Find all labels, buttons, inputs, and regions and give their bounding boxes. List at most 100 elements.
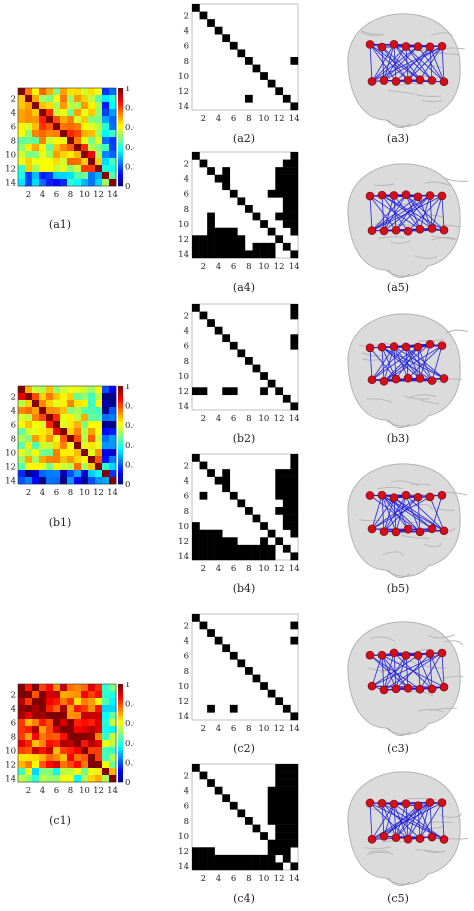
heatmap-cell bbox=[109, 691, 117, 699]
heatmap-cell bbox=[67, 698, 75, 706]
heatmap-cell bbox=[74, 684, 82, 692]
heatmap-cell bbox=[102, 726, 110, 734]
matrix-cell bbox=[282, 205, 291, 213]
heatmap-cell bbox=[67, 137, 75, 145]
heatmap-cell bbox=[81, 130, 89, 138]
heatmap-cell bbox=[102, 172, 110, 180]
matrix-cell bbox=[237, 854, 246, 863]
matrix-cell bbox=[222, 242, 231, 251]
matrix-cell bbox=[290, 205, 299, 213]
colorbar-segment bbox=[118, 701, 123, 704]
network-node bbox=[391, 833, 401, 842]
heatmap-cell bbox=[74, 449, 82, 457]
matrix-cell bbox=[290, 461, 299, 470]
y-tick-label: 14 bbox=[178, 552, 189, 562]
matrix-cell bbox=[199, 491, 208, 500]
heatmap-cell bbox=[109, 435, 117, 443]
heatmap-cell bbox=[95, 144, 103, 152]
matrix-cell bbox=[275, 167, 284, 175]
heatmap-cell bbox=[25, 705, 33, 713]
brain-gyrus bbox=[400, 83, 424, 86]
heatmap-cell bbox=[88, 130, 96, 138]
heatmap-cell bbox=[88, 463, 96, 471]
colorbar-segment bbox=[118, 122, 123, 126]
heatmap-b1: 10.80.60.40.2022446688101012121414 bbox=[4, 382, 138, 512]
matrix-cell bbox=[192, 764, 200, 772]
network-node bbox=[401, 799, 411, 808]
matrix-cell bbox=[267, 809, 276, 818]
caption-c3: (c3) bbox=[387, 742, 409, 755]
colorbar-segment bbox=[118, 410, 123, 414]
network-node bbox=[401, 42, 411, 51]
colorbar-tick-label: 1 bbox=[125, 384, 130, 392]
colorbar-tick-label: 0.8 bbox=[125, 700, 134, 710]
heatmap-cell bbox=[102, 775, 110, 783]
heatmap-cell bbox=[46, 733, 54, 741]
colorbar-tick-label: 0 bbox=[125, 778, 130, 788]
colorbar-segment bbox=[118, 481, 123, 485]
network-node bbox=[377, 490, 387, 500]
colorbar-segment bbox=[118, 181, 123, 184]
network-edge bbox=[431, 195, 443, 229]
y-tick-label: 6 bbox=[184, 342, 189, 352]
heatmap-cell bbox=[67, 144, 75, 152]
colorbar-tick-label: 0.6 bbox=[125, 421, 134, 431]
heatmap-cell bbox=[67, 712, 75, 720]
heatmap-cell bbox=[25, 407, 33, 415]
network-node bbox=[413, 492, 423, 502]
brain-gyrus bbox=[361, 352, 387, 357]
heatmap-cell bbox=[88, 137, 96, 145]
heatmap-cell bbox=[88, 705, 96, 713]
y-tick-label: 10 bbox=[5, 151, 16, 161]
x-tick-label: 12 bbox=[274, 874, 285, 884]
network-node bbox=[367, 524, 377, 534]
brain-gyrus bbox=[444, 640, 464, 646]
network-edge bbox=[405, 194, 443, 197]
brain-b5-svg bbox=[347, 463, 468, 578]
y-tick-label: 6 bbox=[184, 802, 189, 812]
x-tick-label: 10 bbox=[79, 190, 90, 200]
brain-a5-svg bbox=[347, 163, 472, 278]
heatmap-cell bbox=[81, 151, 89, 159]
matrix-cell bbox=[192, 544, 200, 553]
heatmap-cell bbox=[46, 130, 54, 138]
matrix-cell bbox=[267, 544, 276, 553]
network-edge bbox=[381, 347, 385, 382]
heatmap-cell bbox=[32, 705, 40, 713]
brain-gyrus bbox=[414, 255, 438, 259]
heatmap-cell bbox=[60, 130, 68, 138]
x-tick-label: 4 bbox=[216, 564, 221, 574]
heatmap-cell bbox=[53, 726, 61, 734]
heatmap-cell bbox=[32, 740, 40, 748]
heatmap-cell bbox=[74, 151, 82, 159]
heatmap-cell bbox=[81, 463, 89, 471]
heatmap-cell bbox=[74, 698, 82, 706]
heatmap-cell bbox=[67, 428, 75, 436]
caption-a2: (a2) bbox=[232, 132, 256, 145]
colorbar-segment bbox=[118, 728, 123, 731]
heatmap-cell bbox=[88, 775, 96, 783]
network-node bbox=[365, 40, 375, 49]
colorbar-segment bbox=[118, 723, 123, 726]
matrix-cell bbox=[275, 824, 284, 833]
matrix-cell bbox=[282, 499, 291, 508]
heatmap-cell bbox=[88, 719, 96, 727]
network-node bbox=[365, 650, 375, 660]
matrix-cell bbox=[214, 786, 223, 795]
matrix-cell bbox=[290, 484, 299, 493]
heatmap-cell bbox=[53, 463, 61, 471]
heatmap-cell bbox=[109, 130, 117, 138]
matrix-cell bbox=[199, 771, 208, 780]
heatmap-cell bbox=[109, 449, 117, 457]
network-node bbox=[415, 374, 425, 383]
network-edge bbox=[371, 196, 419, 231]
y-tick-label: 8 bbox=[11, 435, 16, 445]
heatmap-cell bbox=[109, 470, 117, 478]
matrix-cell bbox=[267, 689, 276, 698]
y-tick-label: 2 bbox=[184, 771, 189, 781]
matrix-cell bbox=[282, 189, 291, 198]
matrix-cell bbox=[260, 250, 268, 259]
heatmap-cell bbox=[60, 442, 68, 450]
heatmap-cell bbox=[46, 123, 54, 131]
y-tick-label: 4 bbox=[184, 637, 189, 647]
